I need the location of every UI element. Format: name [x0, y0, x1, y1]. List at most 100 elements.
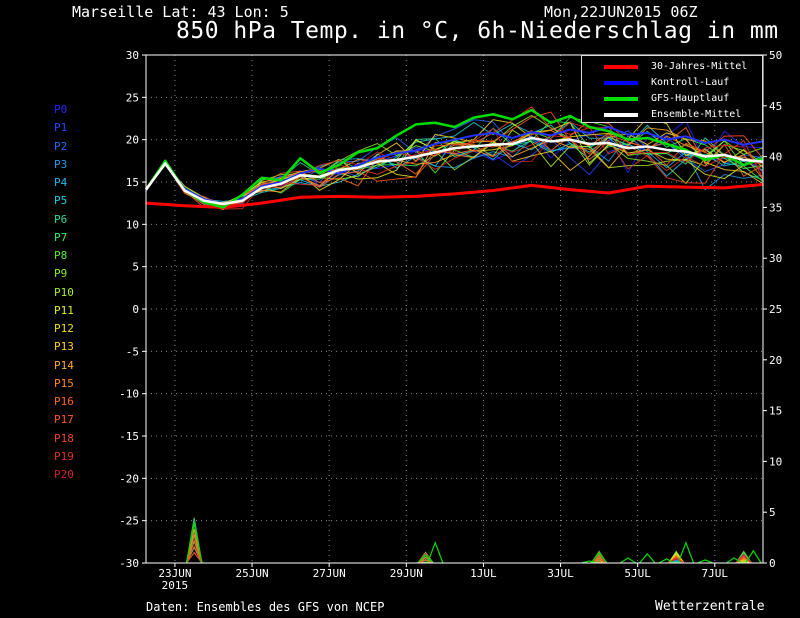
precipitation-lines: [185, 517, 762, 564]
member-label-p11: P11: [54, 303, 74, 317]
location-header: Marseille Lat: 43 Lon: 5: [72, 3, 289, 21]
legend-label: GFS-Hauptlauf: [651, 93, 730, 104]
right-tick-label: 0: [769, 557, 776, 570]
right-tick-label: 25: [769, 303, 782, 316]
x-tick-label: 5JUL: [624, 567, 651, 580]
member-precip-p7: [185, 517, 752, 564]
x-tick-label: 23JUN: [158, 567, 191, 580]
legend-label: Ensemble-Mittel: [651, 109, 742, 120]
x-tick-sublabel: 2015: [162, 579, 189, 592]
member-precip-p3: [186, 529, 752, 564]
legend-swatch: [604, 81, 638, 85]
precip-peak: [697, 559, 714, 564]
left-tick-label: 30: [126, 49, 139, 62]
left-tick-label: 0: [132, 303, 139, 316]
member-precip-p1: [185, 518, 752, 564]
member-precip-p13: [186, 551, 752, 564]
right-tick-label: 20: [769, 354, 782, 367]
precip-peak: [639, 552, 656, 564]
right-tick-label: 30: [769, 252, 782, 265]
member-precip-p11: [186, 539, 752, 564]
member-line-p0: [145, 119, 764, 204]
precip-peak: [581, 560, 598, 564]
series-line-gfs-hauptlauf: [144, 108, 764, 209]
member-label-p4: P4: [54, 176, 68, 189]
x-tick-label: 3JUL: [547, 567, 574, 580]
member-line-p19: [145, 135, 764, 210]
member-precip-p6: [186, 546, 752, 564]
left-tick-label: 5: [132, 261, 139, 274]
member-label-p16: P16: [54, 395, 74, 408]
datetime-header: Mon,22JUN2015 06Z: [544, 3, 698, 21]
x-tick-label: 1JUL: [470, 567, 497, 580]
precip-peak: [658, 558, 675, 564]
series-line-kontroll-lauf: [145, 125, 764, 206]
member-label-p2: P2: [54, 139, 68, 153]
legend-item-gfs-hauptlauf: GFS-Hauptlauf: [582, 91, 762, 106]
member-precip-p20: [185, 522, 752, 564]
left-tick-label: 10: [126, 218, 139, 231]
member-label-p17: P17: [54, 413, 74, 427]
left-tick-label: 25: [126, 91, 139, 104]
member-label-p1: P1: [54, 121, 68, 135]
axes: [145, 54, 764, 564]
member-label-p14: P14: [54, 358, 74, 372]
left-tick-label: -15: [119, 430, 139, 443]
x-tick-label: 27JUN: [313, 567, 346, 580]
precip-peak: [619, 557, 637, 564]
x-tick-label: 25JUN: [235, 567, 268, 580]
legend-swatch: [604, 97, 638, 101]
ensemble-member-list: P0 P1 P2 P3 P4 P5 P6 P7 P8 P9 P10 P11 P12 P13 P14 P15 P1…: [54, 101, 74, 484]
precip-peak: [745, 549, 762, 564]
member-precip-p19: [186, 551, 752, 564]
series-line-ensemble-mittel: [144, 136, 764, 206]
chart-title: 850 hPa Temp. in °C, 6h-Niederschlag in …: [176, 18, 779, 44]
member-label-p20: P20: [54, 468, 74, 481]
left-tick-label: -25: [119, 515, 139, 528]
member-precip-p12: [186, 545, 752, 564]
member-label-p9: P9: [54, 267, 68, 281]
member-label-p0: P0: [54, 103, 68, 116]
precip-peak: [677, 540, 695, 564]
series-lines: [144, 108, 764, 209]
left-tick-label: 15: [126, 176, 139, 189]
left-axis-ticks: 30 25 20 15 10 5 0 -5 -10 -15 -20 -25 -30: [119, 49, 146, 570]
member-label-p8: P8: [54, 249, 68, 262]
member-label-p10: P10: [54, 285, 74, 299]
member-line-p16: [145, 120, 764, 210]
left-tick-label: -5: [126, 345, 139, 358]
left-tick-label: 20: [126, 134, 139, 147]
legend-swatch: [604, 113, 638, 117]
plot-frame: [145, 54, 764, 564]
right-tick-label: 45: [769, 100, 782, 113]
x-tick-label: 7JUL: [702, 567, 729, 580]
member-label-p13: P13: [54, 340, 74, 354]
right-tick-label: 5: [769, 506, 776, 519]
data-source-footer: Daten: Ensembles des GFS von NCEP: [146, 600, 385, 614]
member-precip-p5: [186, 540, 752, 564]
precip-peak: [417, 554, 434, 564]
legend-item-30-jahres-mittel: 30-Jahres-Mittel: [582, 59, 762, 74]
member-label-p19: P19: [54, 449, 74, 463]
right-tick-label: 15: [769, 405, 782, 418]
member-label-p7: P7: [54, 230, 68, 244]
member-label-p15: P15: [54, 376, 74, 390]
right-tick-label: 35: [769, 201, 782, 214]
precip-peak: [590, 551, 608, 564]
precip-peak: [726, 557, 743, 564]
right-tick-label: 40: [769, 151, 782, 164]
precip-peak: [185, 522, 203, 564]
legend-label: 30-Jahres-Mittel: [651, 61, 748, 72]
brand-footer: Wetterzentrale: [655, 599, 765, 614]
grid-lines: [146, 55, 763, 563]
member-label-p3: P3: [54, 157, 68, 171]
legend-item-kontroll-lauf: Kontroll-Lauf: [582, 75, 762, 90]
right-tick-label: 10: [769, 455, 782, 468]
member-precip-p8: [185, 523, 752, 564]
left-tick-label: -10: [119, 388, 139, 401]
member-precip-p14: [185, 522, 752, 564]
member-label-p12: P12: [54, 322, 74, 335]
member-precip-p9: [186, 529, 752, 564]
